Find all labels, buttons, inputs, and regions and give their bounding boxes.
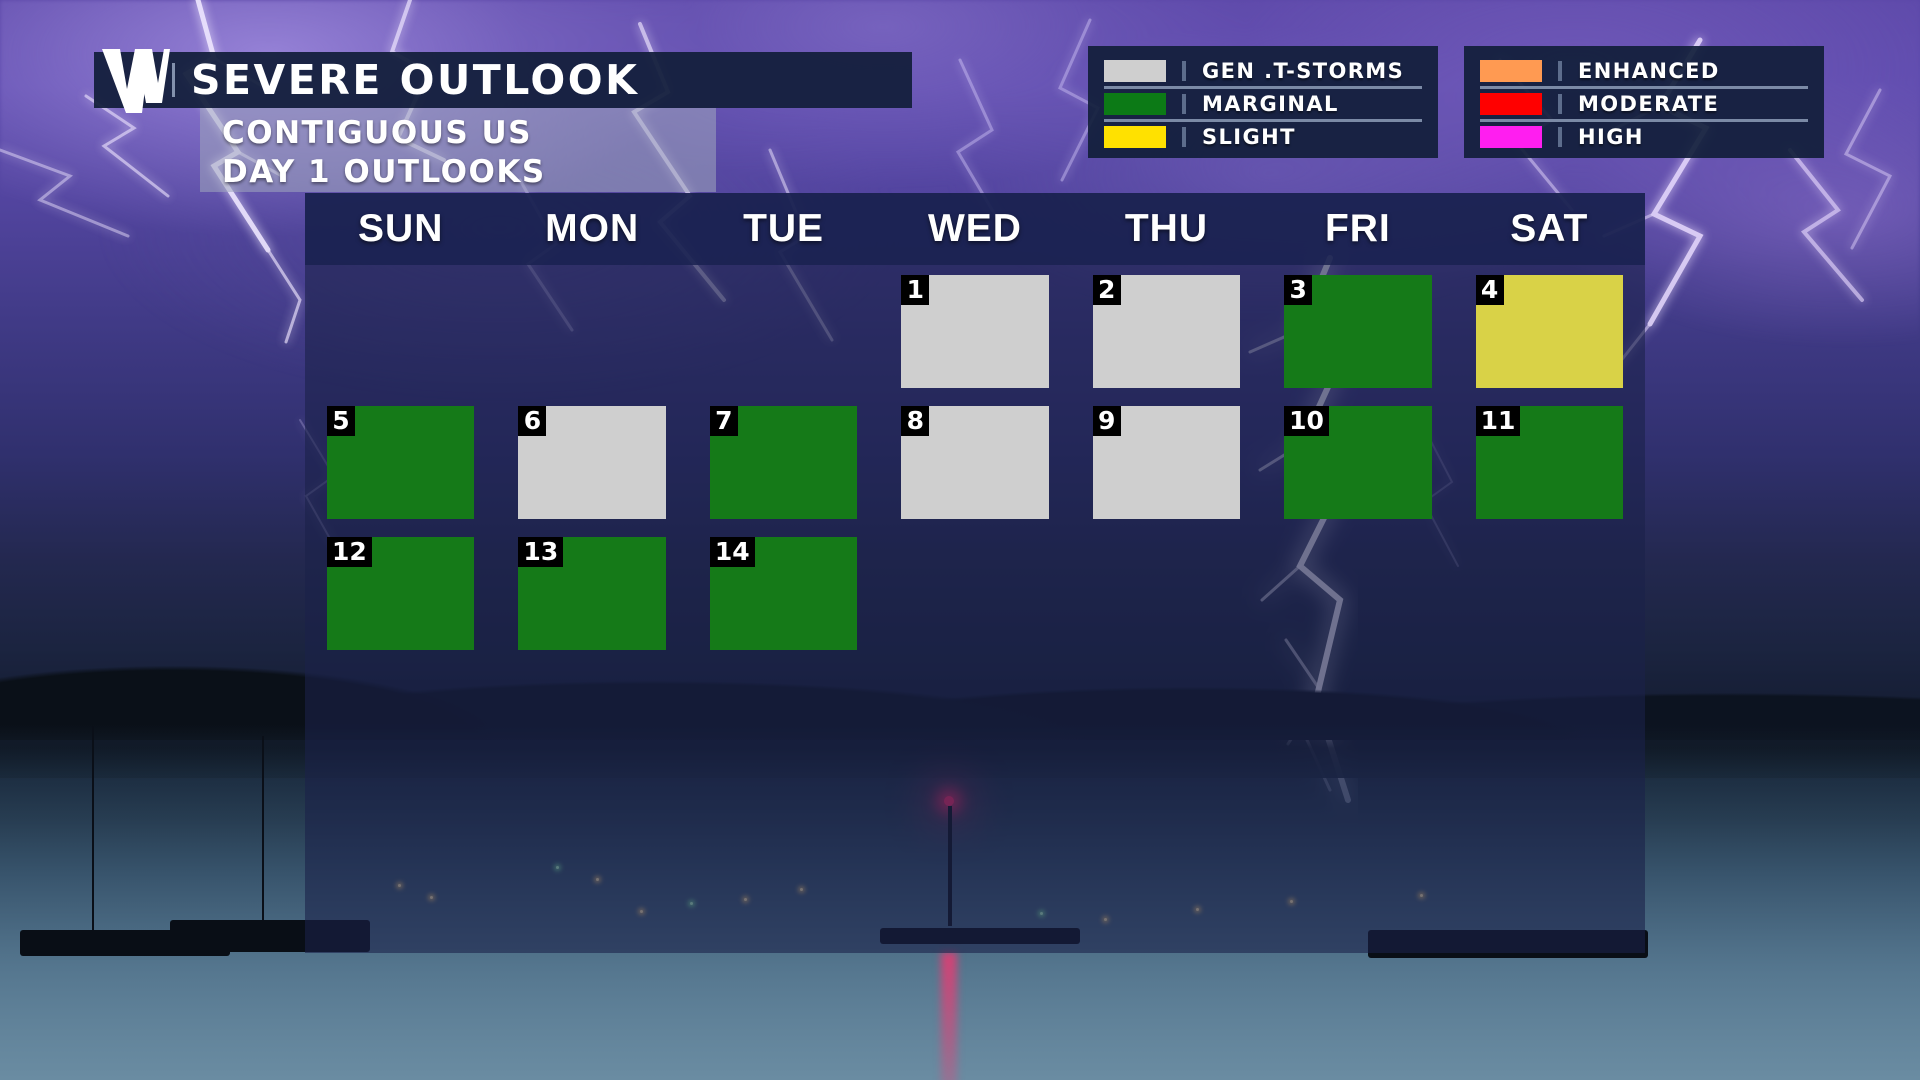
day-number-badge: 6: [518, 406, 547, 436]
calendar-day-cell[interactable]: 9: [1071, 406, 1262, 519]
calendar-day-cell[interactable]: 10: [1262, 406, 1453, 519]
legend-label-marginal: MARGINAL: [1202, 92, 1339, 116]
legend-label-moderate: MODERATE: [1578, 92, 1720, 116]
legend-row: MARGINAL: [1104, 86, 1422, 119]
day-number-badge: 7: [709, 406, 738, 436]
day-number-badge: 5: [327, 406, 355, 436]
calendar-empty-cell: [1262, 537, 1453, 650]
legend-row: ENHANCED: [1480, 56, 1808, 86]
title-divider: [172, 63, 175, 97]
legend-label-slight: SLIGHT: [1202, 125, 1296, 149]
subtitle-box: CONTIGUOUS US DAY 1 OUTLOOKS: [200, 108, 716, 192]
calendar-empty-cell: [1071, 537, 1262, 650]
legend-right-column: ENHANCED MODERATE HIGH: [1464, 46, 1824, 158]
weekday-thu: THU: [1124, 207, 1208, 250]
title-bar: SEVERE OUTLOOK: [94, 49, 912, 113]
legend-swatch-slight: [1104, 126, 1166, 148]
day-number-badge: 9: [1092, 406, 1121, 436]
weekday-tue: TUE: [743, 207, 825, 250]
legend-row: SLIGHT: [1104, 119, 1422, 152]
legend-divider: [1558, 127, 1562, 147]
day-number-badge: 2: [1092, 275, 1121, 305]
legend-left-column: GEN .T-STORMS MARGINAL SLIGHT: [1088, 46, 1438, 158]
calendar-empty-cell: [1454, 537, 1645, 650]
legend-swatch-gen-tstorms: [1104, 60, 1166, 82]
legend-label-gen-tstorms: GEN .T-STORMS: [1202, 59, 1405, 83]
calendar-day-cell[interactable]: 3: [1262, 275, 1453, 388]
legend-swatch-high: [1480, 126, 1542, 148]
legend-divider: [1558, 61, 1562, 81]
calendar-day-cell[interactable]: 4: [1454, 275, 1645, 388]
legend-divider: [1182, 94, 1186, 114]
weekday-wed: WED: [927, 207, 1022, 250]
beacon-reflection: [941, 952, 957, 1080]
calendar-empty-cell: [496, 275, 687, 388]
legend-swatch-marginal: [1104, 93, 1166, 115]
calendar-day-cell[interactable]: 11: [1454, 406, 1645, 519]
legend-label-high: HIGH: [1578, 125, 1644, 149]
weekday-sun: SUN: [358, 207, 444, 250]
legend-swatch-enhanced: [1480, 60, 1542, 82]
legend-row: GEN .T-STORMS: [1104, 56, 1422, 86]
calendar-day-cell[interactable]: 5: [305, 406, 496, 519]
day-number-badge: 3: [1284, 275, 1313, 305]
calendar-day-cell[interactable]: 7: [688, 406, 879, 519]
legend-divider: [1182, 127, 1186, 147]
legend-row: MODERATE: [1480, 86, 1808, 119]
calendar-weekday-header: SUN MON TUE WED THU FRI SAT: [305, 193, 1645, 265]
legend-row: HIGH: [1480, 119, 1808, 152]
weekday-sat: SAT: [1510, 207, 1589, 250]
day-number-badge: 4: [1475, 275, 1504, 305]
weekday-mon: MON: [545, 207, 640, 250]
day-number-badge: 8: [901, 406, 930, 436]
calendar-empty-cell: [305, 275, 496, 388]
subtitle-line-2: DAY 1 OUTLOOKS: [222, 154, 546, 190]
day-number-badge: 10: [1284, 406, 1329, 436]
legend-label-enhanced: ENHANCED: [1578, 59, 1720, 83]
calendar-grid: 1 2 3 4 5 6 7 8 9 10 11 12 13 14: [305, 275, 1645, 675]
calendar-day-cell[interactable]: 14: [688, 537, 879, 650]
day-number-badge: 1: [901, 275, 930, 305]
weekday-fri: FRI: [1324, 207, 1391, 250]
calendar-empty-cell: [879, 537, 1070, 650]
calendar-day-cell[interactable]: 2: [1071, 275, 1262, 388]
legend-divider: [1558, 94, 1562, 114]
calendar-day-cell[interactable]: 12: [305, 537, 496, 650]
sailboat-mast: [92, 726, 94, 946]
day-number-badge: 11: [1475, 406, 1521, 436]
sailboat-mast: [262, 736, 264, 946]
calendar-day-cell[interactable]: 1: [879, 275, 1070, 388]
page-title: SEVERE OUTLOOK: [191, 55, 640, 104]
weathernation-w-logo-icon: [94, 49, 172, 113]
day-number-badge: 13: [518, 537, 564, 567]
calendar-day-cell[interactable]: 6: [496, 406, 687, 519]
calendar-empty-cell: [688, 275, 879, 388]
day-number-badge: 14: [709, 537, 755, 567]
subtitle-line-1: CONTIGUOUS US: [222, 115, 532, 151]
day-number-badge: 12: [327, 537, 372, 567]
legend-divider: [1182, 61, 1186, 81]
calendar-day-cell[interactable]: 8: [879, 406, 1070, 519]
legend-swatch-moderate: [1480, 93, 1542, 115]
calendar-day-cell[interactable]: 13: [496, 537, 687, 650]
